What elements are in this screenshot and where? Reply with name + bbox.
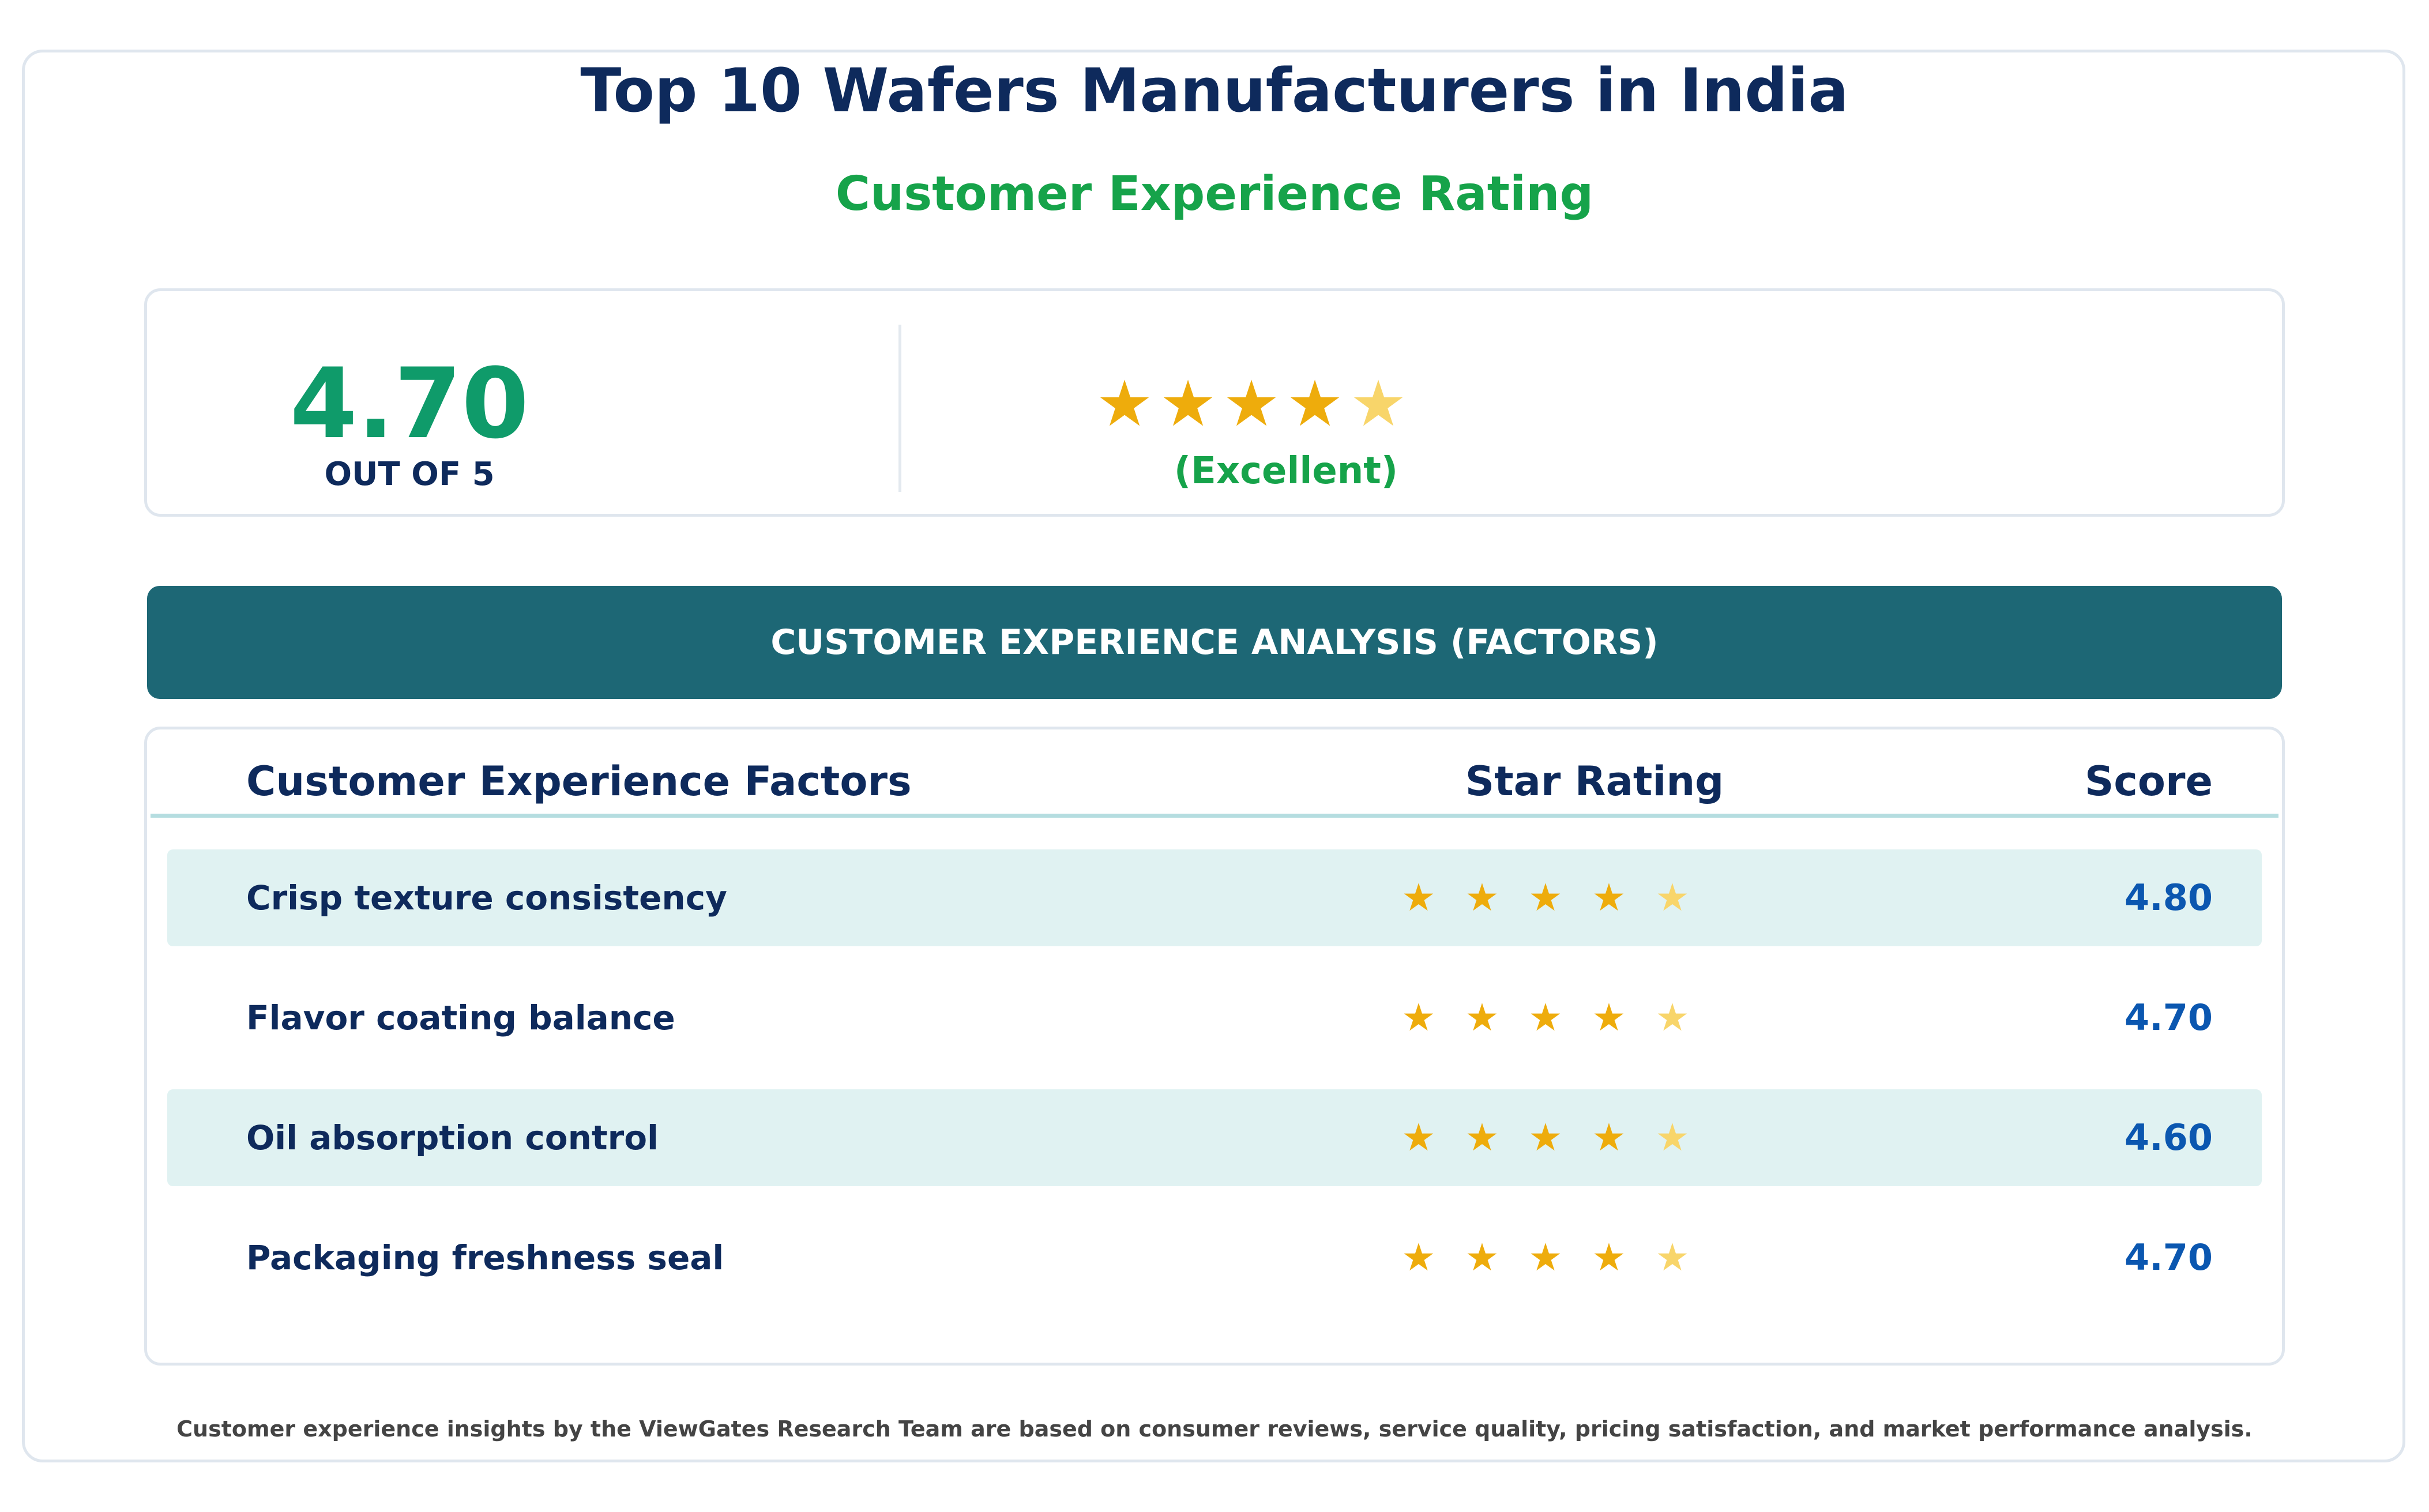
- star-icon: ★: [1465, 1115, 1499, 1160]
- factor-label: Oil absorption control: [246, 1118, 659, 1157]
- overall-rating-panel: 4.70 OUT OF 5 ★ ★ ★ ★ ★ (Excellent): [144, 288, 2285, 517]
- factor-score: 4.70: [2125, 996, 2213, 1039]
- footnote: Customer experience insights by the View…: [176, 1416, 2253, 1442]
- star-icon: ★: [1592, 1235, 1626, 1280]
- panel-divider: [898, 325, 901, 492]
- star-icon: ★: [1349, 367, 1407, 441]
- star-icon: ★: [1592, 995, 1626, 1040]
- factor-label: Packaging freshness seal: [246, 1238, 724, 1277]
- page-subtitle: Customer Experience Rating: [835, 167, 1594, 221]
- factor-star-rating: ★ ★ ★ ★ ★: [1387, 969, 1704, 1066]
- star-icon: ★: [1655, 1235, 1690, 1280]
- page-title: Top 10 Wafers Manufacturers in India: [580, 55, 1849, 126]
- star-icon: ★: [1465, 995, 1499, 1040]
- star-icon: ★: [1286, 367, 1344, 441]
- column-header-score: Score: [2085, 758, 2213, 805]
- factor-star-rating: ★ ★ ★ ★ ★: [1387, 1089, 1704, 1186]
- star-icon: ★: [1592, 1115, 1626, 1160]
- star-icon: ★: [1465, 1235, 1499, 1280]
- star-icon: ★: [1465, 875, 1499, 920]
- star-icon: ★: [1655, 875, 1690, 920]
- star-icon: ★: [1096, 367, 1153, 441]
- column-header-factor: Customer Experience Factors: [246, 758, 912, 805]
- factor-score: 4.60: [2125, 1116, 2213, 1159]
- star-icon: ★: [1592, 875, 1626, 920]
- rating-card: [22, 50, 2405, 1462]
- header-divider: [151, 814, 2278, 818]
- factor-score: 4.80: [2125, 877, 2213, 919]
- star-icon: ★: [1528, 1115, 1563, 1160]
- star-icon: ★: [1401, 1115, 1436, 1160]
- table-row: Flavor coating balance ★ ★ ★ ★ ★ 4.70: [167, 969, 2262, 1066]
- factor-star-rating: ★ ★ ★ ★ ★: [1387, 1209, 1704, 1306]
- star-icon: ★: [1401, 995, 1436, 1040]
- star-icon: ★: [1159, 367, 1217, 441]
- table-row: Crisp texture consistency ★ ★ ★ ★ ★ 4.80: [167, 849, 2262, 946]
- overall-rating-label: (Excellent): [1174, 450, 1398, 492]
- star-icon: ★: [1528, 875, 1563, 920]
- analysis-banner: CUSTOMER EXPERIENCE ANALYSIS (FACTORS): [147, 586, 2282, 699]
- factor-label: Flavor coating balance: [246, 998, 675, 1037]
- star-icon: ★: [1528, 995, 1563, 1040]
- factors-table: Customer Experience Factors Star Rating …: [144, 727, 2285, 1366]
- star-icon: ★: [1528, 1235, 1563, 1280]
- overall-score-scale: OUT OF 5: [324, 456, 495, 493]
- star-icon: ★: [1401, 875, 1436, 920]
- star-icon: ★: [1223, 367, 1280, 441]
- table-row: Packaging freshness seal ★ ★ ★ ★ ★ 4.70: [167, 1209, 2262, 1306]
- star-icon: ★: [1655, 1115, 1690, 1160]
- overall-star-rating: ★ ★ ★ ★ ★: [1093, 366, 1496, 441]
- overall-score: 4.70: [289, 347, 529, 460]
- factor-label: Crisp texture consistency: [246, 878, 727, 917]
- factor-score: 4.70: [2125, 1236, 2213, 1278]
- table-row: Oil absorption control ★ ★ ★ ★ ★ 4.60: [167, 1089, 2262, 1186]
- column-header-stars: Star Rating: [1465, 758, 1724, 805]
- star-icon: ★: [1655, 995, 1690, 1040]
- factor-star-rating: ★ ★ ★ ★ ★: [1387, 849, 1704, 946]
- star-icon: ★: [1401, 1235, 1436, 1280]
